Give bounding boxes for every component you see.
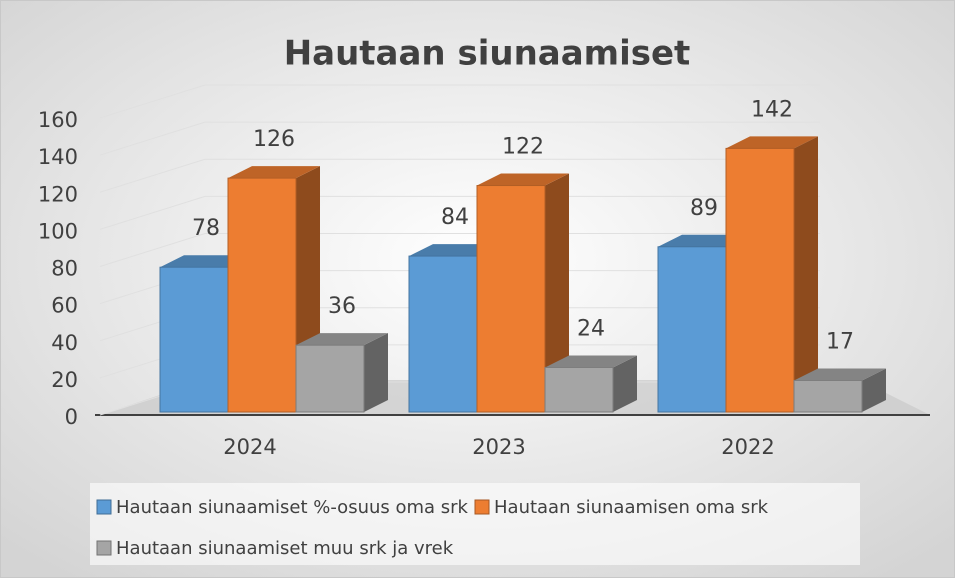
bar-front — [227, 177, 297, 413]
bar-front — [159, 266, 229, 413]
y-tick-label: 140 — [38, 145, 78, 169]
y-tick-label: 40 — [51, 331, 78, 355]
bar-front — [793, 379, 863, 413]
bar-top — [296, 333, 388, 346]
bar — [793, 368, 886, 413]
y-tick-label: 120 — [38, 182, 78, 206]
data-label: 17 — [826, 329, 854, 354]
data-label: 36 — [328, 294, 356, 319]
data-label: 84 — [441, 205, 469, 230]
grid-line — [99, 195, 206, 230]
data-label: 126 — [253, 127, 295, 152]
bar-front — [408, 255, 478, 413]
legend-swatch — [96, 540, 112, 556]
bar — [544, 355, 637, 413]
y-tick-label: 20 — [51, 368, 78, 392]
y-tick-label: 80 — [51, 257, 78, 281]
grid-line — [99, 233, 206, 267]
legend — [90, 483, 860, 565]
bar — [476, 173, 569, 413]
bar-front — [544, 366, 614, 413]
grid-line — [99, 158, 206, 193]
bar-side — [794, 136, 818, 412]
grid-line — [99, 84, 206, 119]
bar-side — [545, 173, 569, 412]
grid-line — [99, 121, 206, 156]
x-tick-label: 2024 — [223, 435, 276, 459]
legend-swatch — [96, 499, 112, 515]
legend-label: Hautaan siunaamiset muu srk ja vrek — [116, 538, 454, 559]
data-label: 122 — [502, 135, 544, 160]
bar-front — [476, 185, 546, 413]
bar-side — [364, 333, 388, 412]
legend-label: Hautaan siunaamiset %-osuus oma srk — [116, 497, 469, 518]
x-tick-label: 2023 — [472, 435, 525, 459]
y-tick-label: 0 — [65, 405, 78, 429]
bar-side — [862, 368, 886, 412]
legend-swatch — [474, 499, 490, 515]
data-label: 89 — [690, 196, 718, 221]
bar-top — [477, 173, 569, 186]
bar-top — [794, 368, 886, 381]
bar-front — [295, 344, 365, 413]
y-tick-label: 160 — [38, 108, 78, 132]
legend-label: Hautaan siunaamisen oma srk — [494, 497, 769, 518]
bar-top — [545, 355, 637, 368]
bar-front — [725, 147, 795, 413]
x-tick-label: 2022 — [721, 435, 774, 459]
data-label: 78 — [192, 216, 220, 241]
y-tick-label: 60 — [51, 294, 78, 318]
bar — [295, 333, 388, 413]
bar — [725, 136, 818, 413]
bar-top — [726, 136, 818, 149]
bar-side — [613, 355, 637, 412]
bar-front — [657, 246, 727, 413]
bar-top — [228, 166, 320, 179]
data-label: 24 — [577, 316, 605, 341]
chart-title: Hautaan siunaamiset — [284, 34, 691, 74]
y-tick-label: 100 — [38, 219, 78, 243]
data-label: 142 — [751, 97, 793, 122]
